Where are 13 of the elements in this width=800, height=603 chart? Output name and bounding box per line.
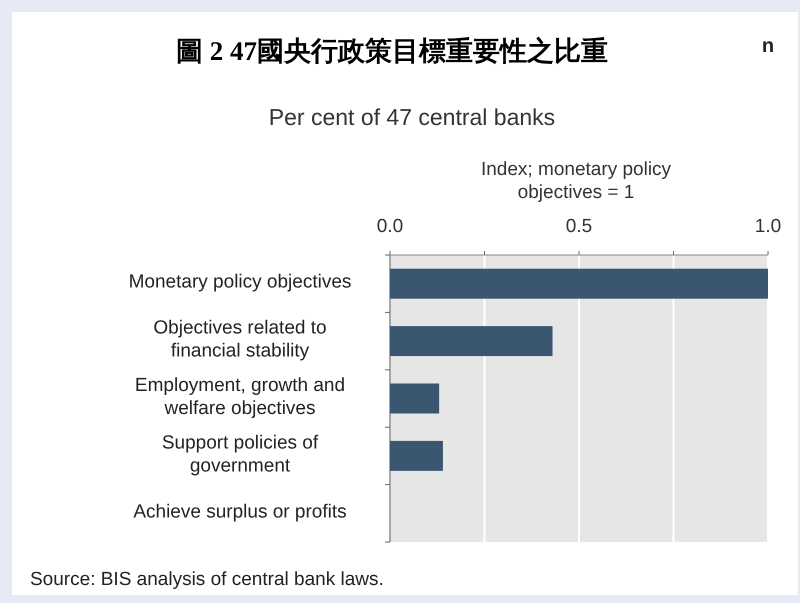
category: Employment, growth and welfare objectives bbox=[134, 375, 346, 419]
xtick: 0.0 bbox=[376, 216, 404, 237]
category: Monetary policy objectives bbox=[128, 272, 352, 293]
annotation: Source: BIS analysis of central bank laws. bbox=[30, 569, 384, 590]
category: Achieve surplus or profits bbox=[133, 501, 347, 522]
category: Support policies of government bbox=[162, 432, 318, 476]
xlabel: Index; monetary policy objectives = 1 bbox=[480, 159, 672, 203]
xtick: 1.0 bbox=[754, 216, 782, 237]
title: 圖 2 47國央行政策目標重要性之比重 bbox=[176, 36, 608, 66]
annotation: n bbox=[762, 35, 774, 57]
category: Objectives related to financial stability bbox=[153, 318, 327, 362]
xtick: 0.5 bbox=[566, 216, 592, 237]
subtitle: Per cent of 47 central banks bbox=[268, 104, 556, 130]
